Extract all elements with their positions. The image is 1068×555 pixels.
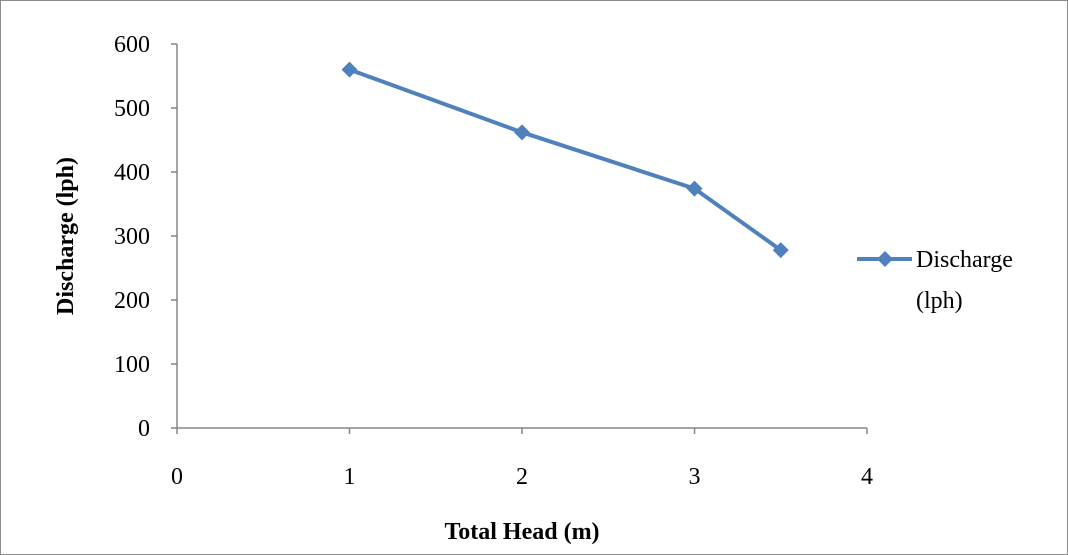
legend-marker [877,251,893,267]
x-tick-label: 2 [516,464,528,490]
y-tick-label: 500 [114,96,150,122]
y-tick-label: 600 [114,32,150,58]
series-layer [341,61,789,259]
y-tick-label: 0 [138,416,150,442]
y-tick-label: 300 [114,224,150,250]
x-tick-label: 4 [861,464,873,490]
data-point-marker [341,61,358,78]
x-tick-label: 1 [344,464,356,490]
x-axis-ticks: 0 1 2 3 4 [171,428,873,490]
legend-label-line1: Discharge [916,247,1013,273]
data-point-marker [772,242,789,259]
y-tick-label: 200 [114,288,150,314]
series-line [348,67,782,252]
y-tick-label: 100 [114,352,150,378]
data-point-marker [686,180,703,197]
y-axis-title: Discharge (lph) [53,157,79,315]
data-point-marker [514,124,530,141]
legend-label-line2: (lph) [916,288,963,314]
x-tick-label: 0 [171,464,183,490]
x-tick-label: 3 [689,464,701,490]
legend: Discharge (lph) [857,247,1013,314]
y-axis-ticks: 0 100 200 300 400 500 600 [114,32,177,442]
y-tick-label: 400 [114,160,150,186]
x-axis-title: Total Head (m) [444,519,599,545]
